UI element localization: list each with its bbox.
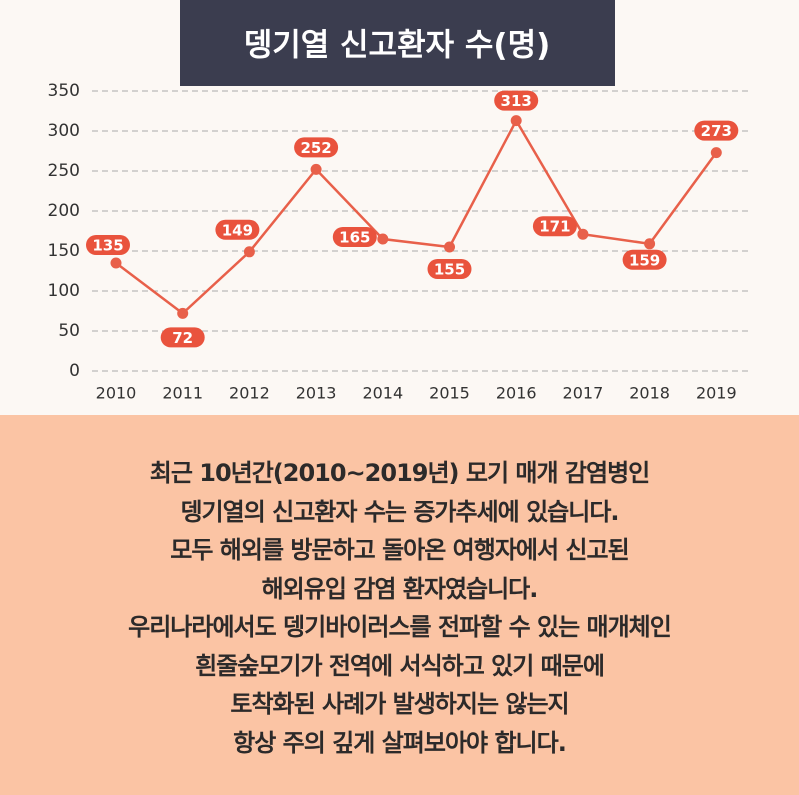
y-tick-label: 100 [48, 281, 80, 301]
y-tick-label: 50 [58, 321, 80, 341]
data-label: 165 [339, 229, 370, 247]
text-line: 최근 10년간(2010~2019년) 모기 매개 감염병인 [149, 459, 651, 487]
data-line [115, 118, 718, 316]
y-tick-label: 150 [48, 241, 80, 261]
text-line: 뎅기열의 신고환자 수는 증가추세에 있습니다. [180, 497, 619, 526]
x-tick-label: 2011 [162, 384, 203, 403]
y-tick-label: 0 [69, 361, 80, 381]
x-tick-label: 2012 [229, 384, 270, 403]
text-line: 해외유입 감염 환자였습니다. [261, 574, 539, 603]
data-label: 252 [300, 139, 331, 157]
data-label: 135 [92, 237, 123, 255]
data-label-bg [622, 249, 667, 270]
text-line: 우리나라에서도 뎅기바이러스를 전파할 수 있는 매개체인 [128, 613, 672, 641]
chart-title: 뎅기열 신고환자 수(명) [244, 28, 551, 64]
data-point [377, 233, 389, 245]
data-label-bg [294, 137, 339, 158]
x-tick-label: 2018 [629, 384, 670, 403]
y-tick-label: 200 [48, 201, 80, 221]
data-point [177, 307, 189, 319]
data-point [710, 147, 722, 159]
data-point [644, 238, 656, 250]
data-point [110, 257, 122, 269]
text-line: 항상 주의 깊게 살펴보아야 합니다. [233, 728, 567, 757]
x-tick-label: 2015 [429, 384, 470, 403]
data-label-bg [694, 120, 739, 141]
data-label-bg [86, 235, 130, 255]
chart: 뎅기열 신고환자 수(명) 0 50 100 150 200 250 300 350 2010 2… [48, 0, 750, 403]
data-label-bg [160, 327, 205, 348]
data-label-bg [215, 219, 260, 240]
data-label-bg [494, 90, 539, 111]
x-tick-label: 2014 [362, 384, 403, 403]
x-tick-label: 2017 [563, 384, 604, 403]
data-label: 72 [172, 329, 193, 347]
data-label: 273 [701, 122, 732, 140]
data-label-bg [427, 259, 472, 279]
y-tick-label: 250 [48, 161, 80, 181]
x-tick-label: 2016 [496, 384, 537, 403]
y-tick-label: 350 [48, 81, 80, 101]
chart-area: 뎅기열 신고환자 수(명) 0 50 100 150 200 250 300 350 2010 2… [0, 0, 799, 415]
data-label: 149 [222, 221, 253, 239]
x-tick-label: 2013 [296, 384, 337, 403]
data-label: 313 [501, 92, 532, 110]
text-line: 모두 해외를 방문하고 돌아온 여행자에서 신고된 [170, 536, 629, 564]
data-label-bg [332, 227, 377, 247]
text-line: 토착화된 사례가 발생하지는 않는지 [230, 690, 569, 718]
title-box [180, 0, 615, 86]
x-tick-label: 2019 [696, 384, 737, 403]
data-point [577, 228, 589, 240]
data-label-bg [532, 216, 577, 237]
data-label: 155 [434, 261, 465, 279]
data-point [243, 246, 255, 258]
data-label: 171 [539, 218, 570, 236]
data-label: 159 [629, 251, 660, 269]
data-point [444, 241, 455, 253]
x-tick-label: 2010 [96, 384, 137, 403]
text-line: 흰줄숲모기가 전역에 서식하고 있기 때문에 [195, 651, 605, 680]
data-point [510, 115, 522, 127]
y-tick-label: 300 [48, 121, 80, 141]
data-point [310, 163, 322, 175]
